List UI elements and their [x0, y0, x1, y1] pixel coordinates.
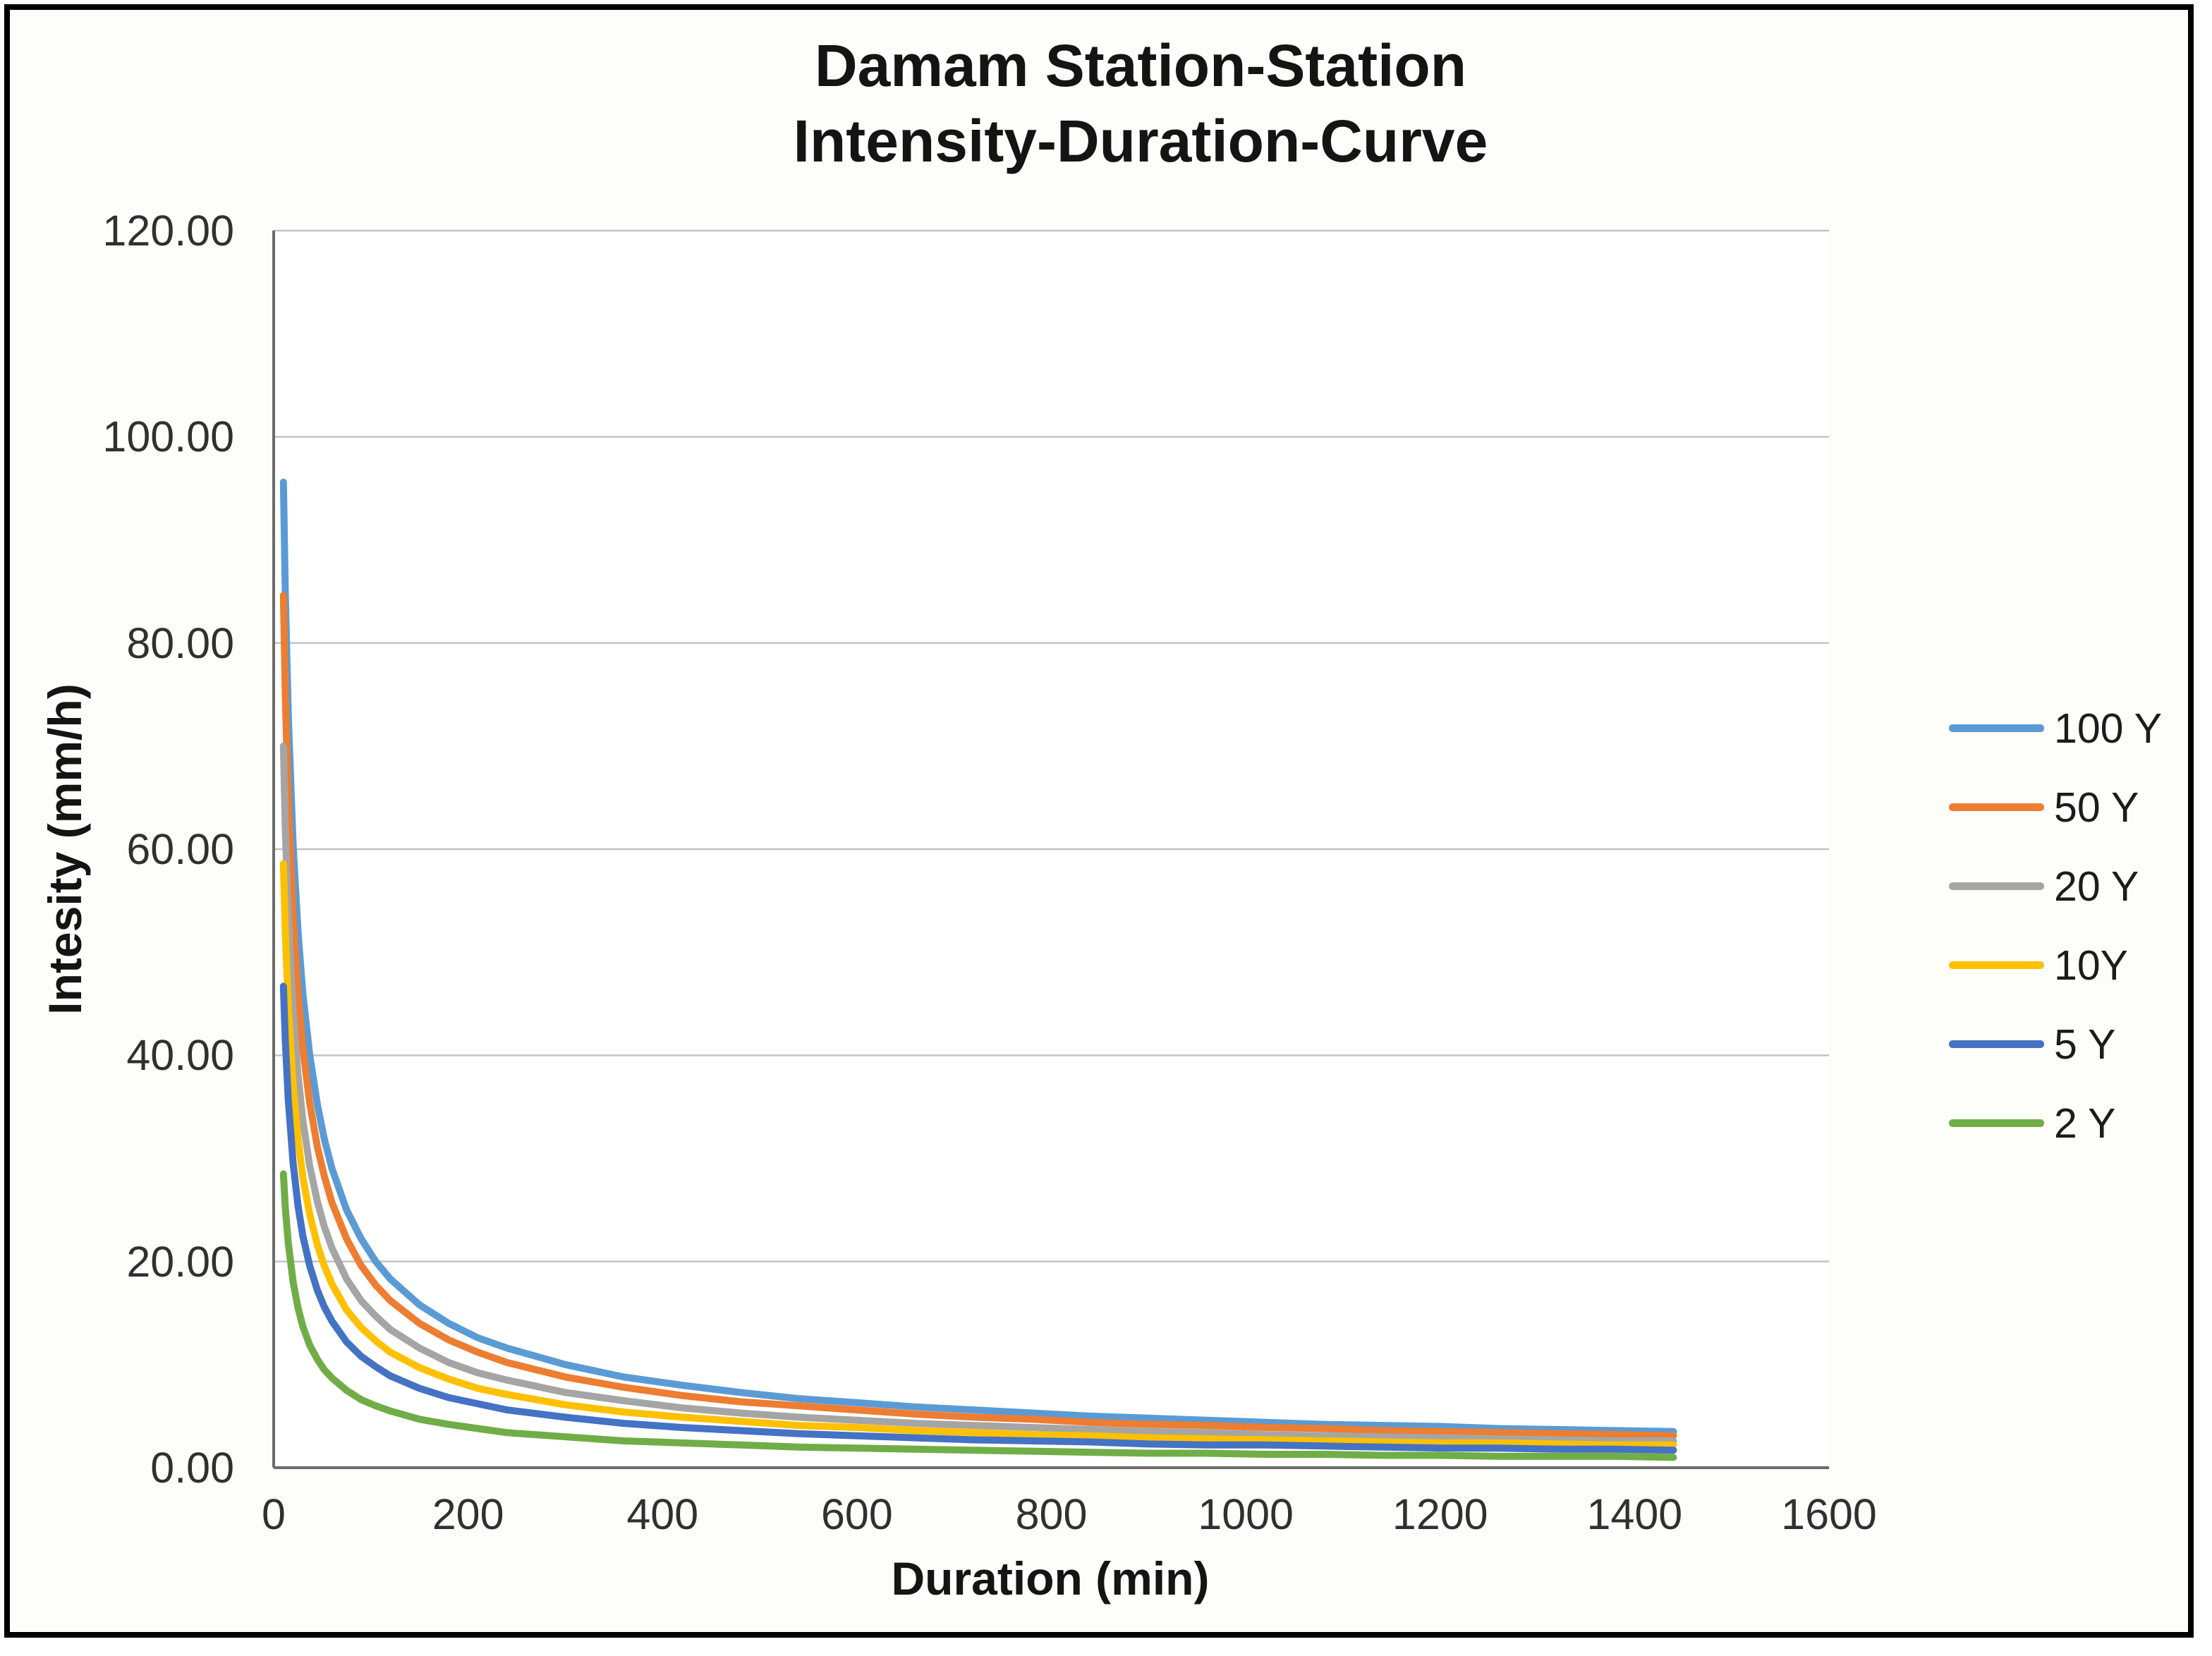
legend-label-2-y: 2 Y [2054, 1100, 2116, 1147]
curve-2-y [279, 1170, 1677, 1461]
x-tick-label-0: 0 [262, 1490, 286, 1538]
y-tick-label-80: 80.00 [126, 619, 234, 667]
y-tick-label-60: 60.00 [126, 825, 234, 873]
y-tick-label-120: 120.00 [102, 207, 234, 255]
legend-label-10y: 10Y [2054, 942, 2128, 989]
chart-title: Damam Station-Station Intensity-Duration… [576, 28, 1705, 179]
x-axis-title: Duration (min) [891, 1552, 1210, 1605]
x-tick-label-400: 400 [626, 1490, 699, 1538]
legend-swatch-2-y [1949, 1119, 2044, 1127]
chart-title-line-1: Damam Station-Station [814, 32, 1467, 99]
x-tick-label-800: 800 [1015, 1490, 1088, 1538]
legend-item-20-y: 20 Y [1949, 863, 2162, 910]
legend-item-50-y: 50 Y [1949, 784, 2162, 831]
legend-swatch-10y [1949, 961, 2044, 969]
curve-20-y [279, 742, 1677, 1444]
legend: 100 Y 50 Y 20 Y 10Y 5 Y 2 Y [1949, 705, 2163, 1147]
x-tick-label-1400: 1400 [1586, 1490, 1683, 1538]
y-tick-label-20: 20.00 [126, 1237, 234, 1286]
legend-label-100-y: 100 Y [2054, 705, 2163, 752]
x-tick-label-1200: 1200 [1392, 1490, 1488, 1538]
curve-50-y [279, 592, 1677, 1439]
legend-item-10y: 10Y [1949, 942, 2162, 989]
legend-swatch-100-y [1949, 724, 2044, 732]
y-tick-label-100: 100.00 [102, 413, 234, 461]
y-tick-label-0: 0.00 [150, 1444, 234, 1492]
legend-item-100-y: 100 Y [1949, 705, 2163, 752]
legend-swatch-5-y [1949, 1040, 2044, 1048]
chart-title-line-2: Intensity-Duration-Curve [793, 108, 1488, 174]
legend-swatch-50-y [1949, 803, 2044, 811]
legend-item-5-y: 5 Y [1949, 1021, 2162, 1068]
x-tick-label-1000: 1000 [1198, 1490, 1294, 1538]
legend-label-20-y: 20 Y [2054, 863, 2139, 910]
curve-10y [279, 860, 1677, 1449]
legend-label-5-y: 5 Y [2054, 1021, 2116, 1068]
legend-item-2-y: 2 Y [1949, 1100, 2162, 1147]
curve-100-y [279, 478, 1677, 1435]
curve-5-y [279, 982, 1677, 1454]
x-tick-label-600: 600 [820, 1490, 893, 1538]
x-tick-label-1600: 1600 [1781, 1490, 1877, 1538]
legend-label-50-y: 50 Y [2054, 784, 2139, 831]
y-tick-label-40: 40.00 [126, 1031, 234, 1080]
legend-swatch-20-y [1949, 882, 2044, 890]
x-tick-label-200: 200 [432, 1490, 504, 1538]
